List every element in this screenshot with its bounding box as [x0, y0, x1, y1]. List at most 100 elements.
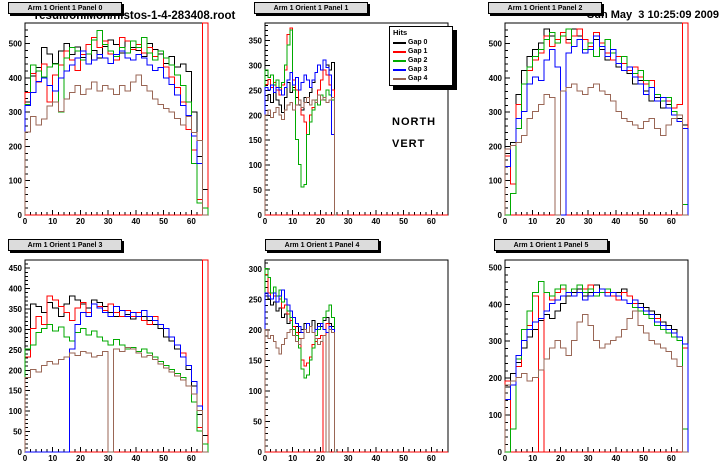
svg-text:300: 300	[9, 108, 23, 117]
svg-text:300: 300	[489, 337, 503, 346]
legend-entry: Gap 1	[392, 47, 450, 56]
svg-text:40: 40	[611, 217, 620, 226]
svg-text:0: 0	[23, 217, 28, 226]
legend-title: Hits	[393, 28, 408, 37]
hits-legend[interactable]: Hits Gap 0 Gap 1 Gap 2 Gap 3 Gap 4	[389, 26, 453, 86]
svg-text:10: 10	[288, 217, 297, 226]
legend-line-sample	[393, 59, 406, 62]
svg-text:0: 0	[18, 211, 23, 220]
svg-text:0: 0	[258, 211, 263, 220]
histogram-canvas-3[interactable]: 0 10 20 30 40 50 60 0 50 100 150 200 250 300 350 400 450	[0, 237, 240, 474]
svg-text:20: 20	[76, 217, 85, 226]
pad-titlebar-label: Arm 1 Orient 1 Panel 5	[513, 241, 589, 249]
pad-0[interactable]: 0 10 20 30 40 50 60 0 100 200 300 400 500 Arm 1 Orie…	[0, 0, 240, 237]
svg-text:300: 300	[9, 325, 23, 334]
legend-line-sample	[393, 50, 406, 53]
svg-text:50: 50	[13, 428, 22, 437]
svg-text:10: 10	[48, 217, 57, 226]
svg-text:250: 250	[9, 346, 23, 355]
svg-text:60: 60	[187, 217, 196, 226]
pad-titlebar-label: Arm 1 Orient 1 Panel 2	[507, 4, 583, 12]
pad-titlebar-3[interactable]: Arm 1 Orient 1 Panel 3	[8, 239, 122, 251]
legend-entry: Gap 4	[392, 74, 450, 83]
svg-text:30: 30	[584, 454, 593, 463]
svg-text:10: 10	[528, 454, 537, 463]
svg-text:100: 100	[9, 407, 23, 416]
svg-text:0: 0	[258, 448, 263, 457]
pad-titlebar-2[interactable]: Arm 1 Orient 1 Panel 2	[488, 2, 602, 14]
legend-line-sample	[393, 68, 406, 71]
svg-text:50: 50	[253, 186, 262, 195]
svg-text:60: 60	[187, 454, 196, 463]
svg-text:20: 20	[316, 217, 325, 226]
pad-4[interactable]: 0 10 20 30 40 50 60 0 50 100 150 200 250 300 Arm 1 Or…	[240, 237, 480, 474]
svg-text:250: 250	[249, 296, 263, 305]
svg-text:300: 300	[489, 108, 503, 117]
svg-text:40: 40	[371, 454, 380, 463]
svg-text:0: 0	[498, 211, 503, 220]
histogram-canvas-1[interactable]: 0 10 20 30 40 50 60 0 50 100 150 200 250 300 350	[240, 0, 480, 237]
svg-text:450: 450	[9, 264, 23, 273]
svg-text:10: 10	[528, 217, 537, 226]
svg-text:60: 60	[667, 217, 676, 226]
svg-text:200: 200	[9, 142, 23, 151]
pad-5[interactable]: 0 10 20 30 40 50 60 0 100 200 300 400 500 Arm 1 Orie…	[480, 237, 721, 474]
svg-text:60: 60	[667, 454, 676, 463]
svg-text:100: 100	[249, 161, 263, 170]
svg-text:40: 40	[371, 217, 380, 226]
svg-text:60: 60	[427, 454, 436, 463]
svg-text:200: 200	[9, 366, 23, 375]
pad-titlebar-0[interactable]: Arm 1 Orient 1 Panel 0	[8, 2, 122, 14]
svg-text:40: 40	[131, 454, 140, 463]
svg-text:50: 50	[159, 454, 168, 463]
histogram-canvas-5[interactable]: 0 10 20 30 40 50 60 0 100 200 300 400 500	[480, 237, 721, 474]
svg-text:250: 250	[249, 86, 263, 95]
pad-titlebar-label: Arm 1 Orient 1 Panel 0	[27, 4, 103, 12]
pad-titlebar-label: Arm 1 Orient 1 Panel 1	[273, 4, 349, 12]
histogram-canvas-0[interactable]: 0 10 20 30 40 50 60 0 100 200 300 400 500	[0, 0, 240, 237]
pad-titlebar-5[interactable]: Arm 1 Orient 1 Panel 5	[494, 239, 608, 251]
region-label-north: NORTH	[392, 116, 437, 128]
svg-text:0: 0	[18, 448, 23, 457]
svg-text:30: 30	[344, 454, 353, 463]
legend-entry-label: Gap 1	[408, 48, 428, 55]
pad-titlebar-1[interactable]: Arm 1 Orient 1 Panel 1	[254, 2, 368, 14]
svg-text:50: 50	[159, 217, 168, 226]
svg-text:500: 500	[9, 40, 23, 49]
pad-1[interactable]: 0 10 20 30 40 50 60 0 50 100 150 200 250 300 350 Arm 1…	[240, 0, 480, 237]
svg-text:20: 20	[76, 454, 85, 463]
svg-text:400: 400	[9, 285, 23, 294]
histogram-canvas-4[interactable]: 0 10 20 30 40 50 60 0 50 100 150 200 250 300	[240, 237, 480, 474]
svg-text:100: 100	[249, 387, 263, 396]
svg-text:30: 30	[584, 217, 593, 226]
pad-2[interactable]: 0 10 20 30 40 50 60 0 100 200 300 400 500 Arm 1 Orie…	[480, 0, 721, 237]
svg-text:10: 10	[288, 454, 297, 463]
pad-titlebar-label: Arm 1 Orient 1 Panel 3	[27, 241, 103, 249]
svg-text:60: 60	[427, 217, 436, 226]
svg-text:150: 150	[9, 387, 23, 396]
svg-text:500: 500	[489, 40, 503, 49]
svg-text:20: 20	[556, 454, 565, 463]
svg-text:20: 20	[556, 217, 565, 226]
svg-text:200: 200	[249, 111, 263, 120]
legend-entry-label: Gap 4	[408, 75, 428, 82]
svg-text:0: 0	[498, 448, 503, 457]
pad-3[interactable]: 0 10 20 30 40 50 60 0 50 100 150 200 250 300 350 400 450…	[0, 237, 240, 474]
svg-text:50: 50	[639, 454, 648, 463]
svg-text:10: 10	[48, 454, 57, 463]
histogram-canvas-2[interactable]: 0 10 20 30 40 50 60 0 100 200 300 400 500	[480, 0, 721, 237]
legend-entry-label: Gap 3	[408, 66, 428, 73]
pad-titlebar-4[interactable]: Arm 1 Orient 1 Panel 4	[265, 239, 379, 251]
svg-text:0: 0	[503, 217, 508, 226]
legend-line-sample	[393, 77, 406, 80]
svg-text:350: 350	[249, 36, 263, 45]
svg-text:400: 400	[9, 74, 23, 83]
svg-text:40: 40	[611, 454, 620, 463]
svg-text:100: 100	[489, 411, 503, 420]
svg-text:0: 0	[263, 217, 268, 226]
legend-line-sample	[393, 41, 406, 44]
svg-text:150: 150	[249, 357, 263, 366]
legend-entry-label: Gap 2	[408, 57, 428, 64]
timestamp: Sun May 3 10:25:09 2009	[586, 9, 719, 21]
region-label-vert: VERT	[392, 138, 426, 150]
